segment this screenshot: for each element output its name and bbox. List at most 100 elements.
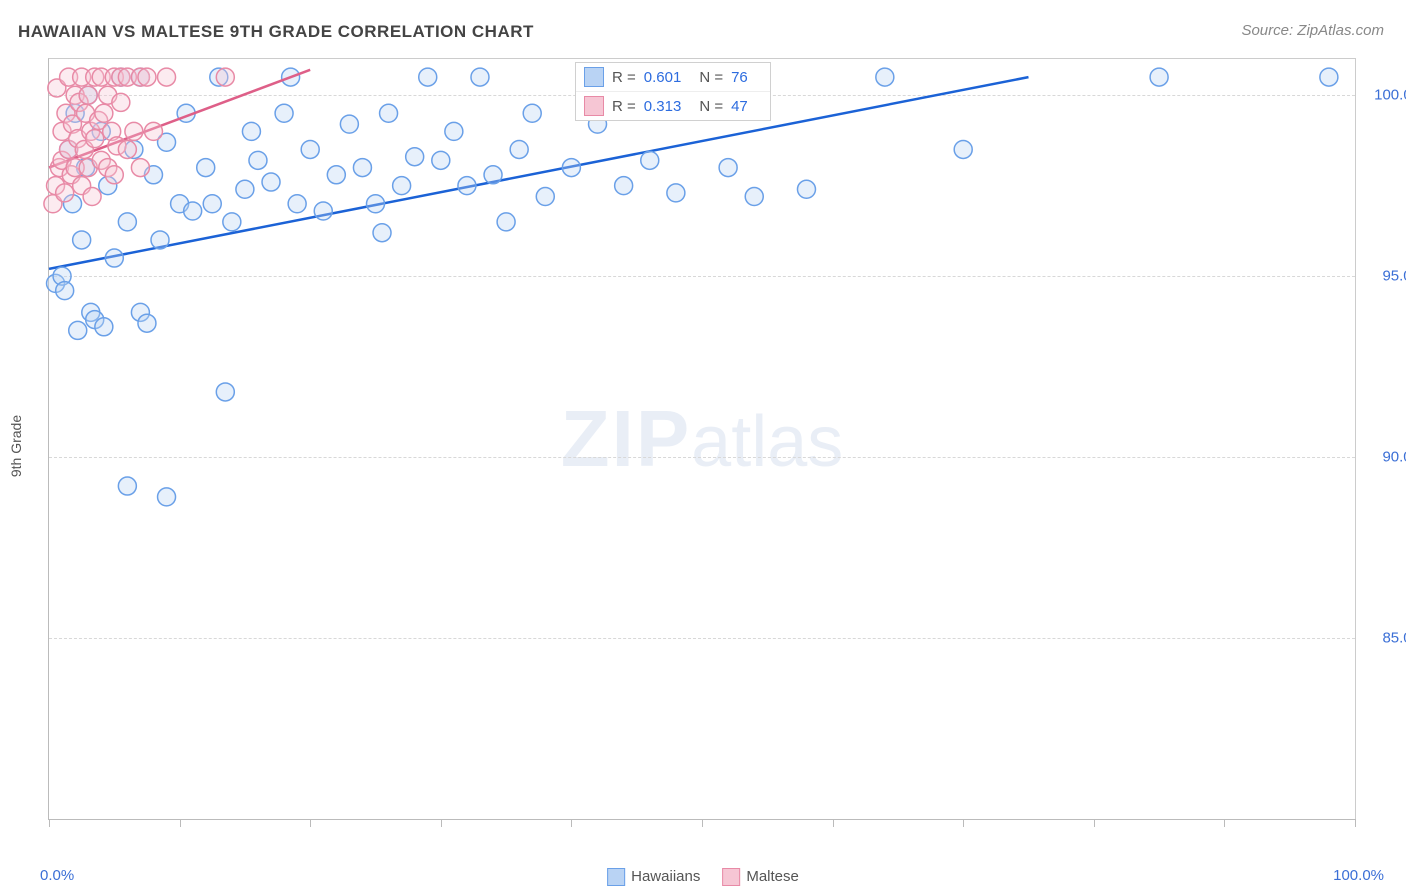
data-point	[56, 184, 74, 202]
data-point	[471, 68, 489, 86]
x-tick	[1094, 819, 1095, 827]
stat-r-value: 0.601	[644, 69, 682, 86]
data-point	[216, 383, 234, 401]
chart-plot-area: ZIPatlas 85.0%90.0%95.0%100.0%	[48, 58, 1356, 820]
x-tick	[441, 819, 442, 827]
data-point	[275, 104, 293, 122]
data-point	[1150, 68, 1168, 86]
data-point	[203, 195, 221, 213]
data-point	[118, 213, 136, 231]
data-point	[353, 159, 371, 177]
legend-label: Hawaiians	[631, 868, 700, 885]
legend-swatch	[607, 868, 625, 886]
data-point	[536, 188, 554, 206]
data-point	[373, 224, 391, 242]
series-swatch	[584, 96, 604, 116]
y-tick-label: 95.0%	[1365, 268, 1406, 285]
data-point	[223, 213, 241, 231]
y-tick-label: 100.0%	[1365, 87, 1406, 104]
x-axis-min-label: 0.0%	[40, 867, 74, 884]
y-tick-label: 85.0%	[1365, 630, 1406, 647]
legend-swatch	[722, 868, 740, 886]
correlation-stats-box: R = 0.601 N = 76 R = 0.313 N = 47	[575, 62, 771, 121]
x-tick	[963, 819, 964, 827]
data-point	[458, 177, 476, 195]
data-point	[112, 93, 130, 111]
data-point	[432, 151, 450, 169]
data-point	[95, 104, 113, 122]
data-point	[288, 195, 306, 213]
data-point	[393, 177, 411, 195]
data-point	[138, 68, 156, 86]
data-point	[380, 104, 398, 122]
data-point	[249, 151, 267, 169]
data-point	[523, 104, 541, 122]
data-point	[158, 488, 176, 506]
x-tick	[702, 819, 703, 827]
x-tick	[571, 819, 572, 827]
legend: Hawaiians Maltese	[607, 868, 799, 886]
data-point	[86, 130, 104, 148]
data-point	[562, 159, 580, 177]
chart-svg-layer	[49, 59, 1355, 819]
data-point	[118, 140, 136, 158]
data-point	[1320, 68, 1338, 86]
data-point	[56, 282, 74, 300]
data-point	[125, 122, 143, 140]
data-point	[262, 173, 280, 191]
data-point	[745, 188, 763, 206]
legend-item: Hawaiians	[607, 868, 700, 886]
x-tick	[833, 819, 834, 827]
y-tick-label: 90.0%	[1365, 449, 1406, 466]
stat-n-label: N =	[699, 98, 723, 115]
legend-label: Maltese	[746, 868, 799, 885]
data-point	[184, 202, 202, 220]
stat-r-label: R =	[612, 69, 636, 86]
data-point	[69, 321, 87, 339]
x-tick	[180, 819, 181, 827]
data-point	[83, 188, 101, 206]
data-point	[667, 184, 685, 202]
data-point	[406, 148, 424, 166]
stat-n-value: 47	[731, 98, 748, 115]
data-point	[340, 115, 358, 133]
data-point	[151, 231, 169, 249]
stat-n-label: N =	[699, 69, 723, 86]
data-point	[131, 159, 149, 177]
data-point	[236, 180, 254, 198]
data-point	[445, 122, 463, 140]
data-point	[497, 213, 515, 231]
data-point	[79, 86, 97, 104]
data-point	[301, 140, 319, 158]
y-axis-label: 9th Grade	[8, 415, 24, 477]
data-point	[216, 68, 234, 86]
stats-row: R = 0.601 N = 76	[576, 63, 770, 91]
data-point	[641, 151, 659, 169]
data-point	[797, 180, 815, 198]
x-axis-max-label: 100.0%	[1333, 867, 1384, 884]
data-point	[719, 159, 737, 177]
data-point	[484, 166, 502, 184]
trend-line	[49, 77, 1029, 269]
stat-r-value: 0.313	[644, 98, 682, 115]
stat-r-label: R =	[612, 98, 636, 115]
data-point	[105, 166, 123, 184]
chart-title: HAWAIIAN VS MALTESE 9TH GRADE CORRELATIO…	[18, 22, 534, 42]
data-point	[876, 68, 894, 86]
stats-row: R = 0.313 N = 47	[576, 91, 770, 120]
data-point	[158, 68, 176, 86]
legend-item: Maltese	[722, 868, 799, 886]
data-point	[327, 166, 345, 184]
data-point	[367, 195, 385, 213]
data-point	[95, 318, 113, 336]
stat-n-value: 76	[731, 69, 748, 86]
data-point	[118, 477, 136, 495]
x-tick	[310, 819, 311, 827]
data-point	[954, 140, 972, 158]
data-point	[144, 122, 162, 140]
data-point	[510, 140, 528, 158]
data-point	[138, 314, 156, 332]
x-tick	[1355, 819, 1356, 827]
x-tick	[49, 819, 50, 827]
data-point	[105, 249, 123, 267]
